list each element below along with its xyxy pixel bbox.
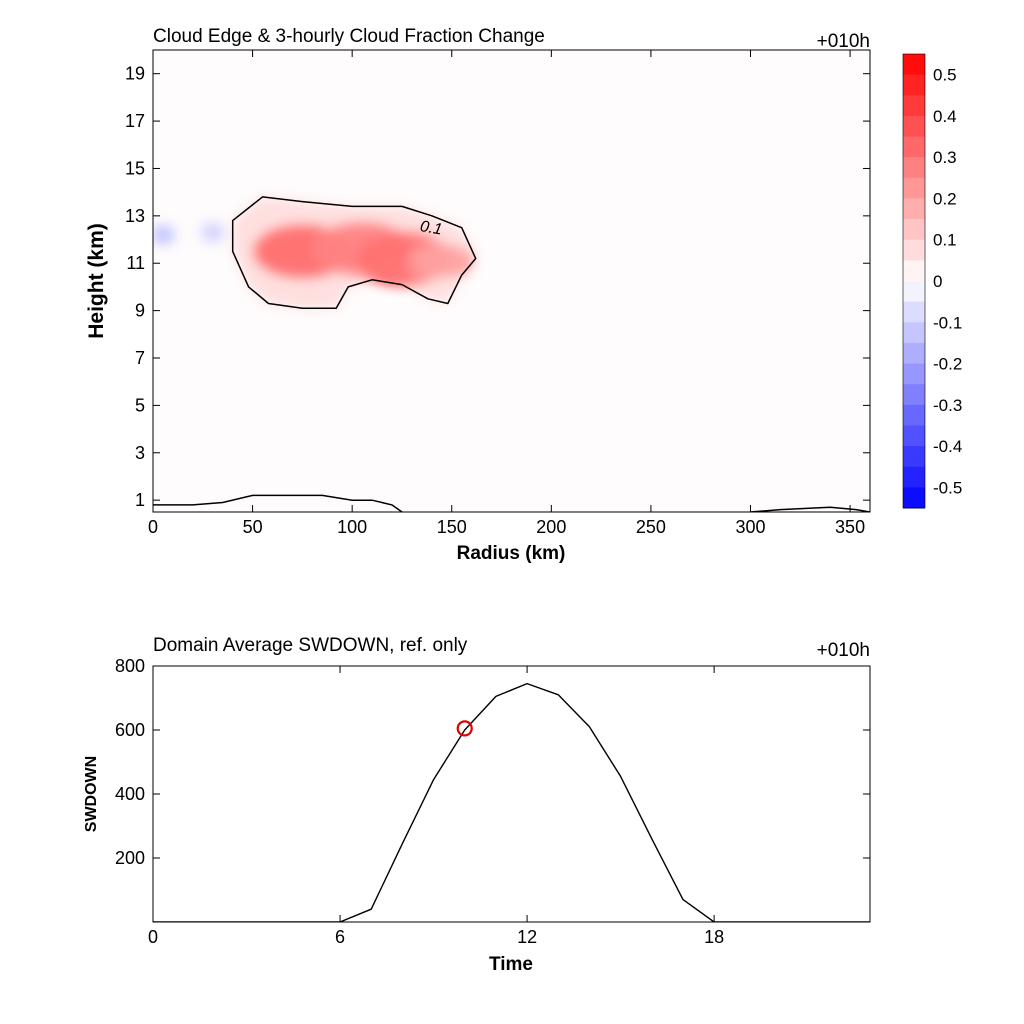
- colorbar-swatch: [903, 466, 925, 488]
- contour-label: 0.1: [419, 218, 444, 239]
- colorbar-swatch: [903, 260, 925, 282]
- colorbar-frame: [902, 53, 926, 509]
- colorbar-tick-label: 0: [933, 272, 942, 291]
- heatmap-time-label: +010h: [817, 31, 870, 52]
- heatmap-y-axis-label: Height (km): [85, 223, 108, 339]
- heatmap-y-tick-label: 5: [135, 395, 145, 415]
- current-time-marker: [456, 720, 473, 737]
- line-x-tick-label: 12: [517, 927, 537, 947]
- heatmap-y-tick-label: 15: [125, 158, 145, 178]
- line-y-tick-label: 400: [115, 784, 145, 804]
- line-y-tick-label: 600: [115, 720, 145, 740]
- colorbar-swatch: [903, 54, 925, 76]
- contour-upper-cloud: [231, 196, 477, 309]
- colorbar-tick-label: -0.5: [933, 478, 962, 497]
- heatmap-y-tick-label: 11: [126, 253, 145, 273]
- heatmap-y-tick-label: 13: [125, 206, 145, 226]
- colorbar-swatch: [903, 363, 925, 385]
- colorbar-tick-label: 0.1: [933, 231, 957, 250]
- line-y-axis-label: SWDOWN: [83, 756, 100, 832]
- colorbar-tick-label: -0.4: [933, 437, 962, 456]
- heatmap-x-tick-label: 350: [835, 517, 865, 537]
- colorbar-tick-label: 0.5: [933, 66, 957, 85]
- line-chart-time-label: +010h: [817, 640, 870, 661]
- heatmap-x-tick-label: 100: [337, 517, 367, 537]
- heatmap-x-tick-label: 200: [536, 517, 566, 537]
- heatmap-x-tick-label: 250: [636, 517, 666, 537]
- line-chart-title: Domain Average SWDOWN, ref. only: [153, 635, 468, 656]
- heatmap-x-tick-label: 0: [148, 517, 158, 537]
- colorbar-swatch: [903, 301, 925, 323]
- heatmap-title: Cloud Edge & 3-hourly Cloud Fraction Cha…: [153, 26, 545, 47]
- colorbar-swatch: [903, 322, 925, 344]
- swdown-series-line: [153, 682, 870, 922]
- line-plot-frame: [152, 665, 871, 923]
- colorbar-swatch: [903, 487, 925, 509]
- heatmap-chart: Cloud Edge & 3-hourly Cloud Fraction Cha…: [85, 26, 962, 564]
- line-chart: Domain Average SWDOWN, ref. only +010h 0…: [83, 635, 871, 975]
- colorbar-swatch: [903, 157, 925, 179]
- colorbar-tick-label: 0.3: [933, 148, 957, 167]
- line-y-tick-label: 800: [115, 656, 145, 676]
- colorbar-swatch: [903, 136, 925, 158]
- colorbar-tick-label: -0.1: [933, 313, 962, 332]
- heatmap-fill-layer: [153, 196, 476, 309]
- colorbar-swatch: [903, 177, 925, 199]
- colorbar-swatch: [903, 281, 925, 303]
- colorbar-swatch: [903, 239, 925, 261]
- colorbar-tick-label: 0.4: [933, 107, 957, 126]
- heatmap-plot-frame: [152, 49, 871, 513]
- line-y-axis: 200 400 600 800: [115, 656, 870, 868]
- heatmap-y-tick-label: 1: [135, 490, 145, 510]
- heatmap-y-tick-label: 19: [125, 64, 145, 84]
- colorbar-swatch: [903, 425, 925, 447]
- heatmap-halo: [232, 196, 476, 309]
- line-x-axis-label: Time: [489, 954, 533, 975]
- heatmap-x-tick-label: 150: [437, 517, 467, 537]
- heatmap-x-axis-label: Radius (km): [457, 543, 566, 564]
- colorbar-swatch: [903, 446, 925, 468]
- colorbar-tick-label: -0.3: [933, 396, 962, 415]
- colorbar-swatch: [903, 404, 925, 426]
- line-y-tick-label: 200: [115, 848, 145, 868]
- colorbar-swatch: [903, 198, 925, 220]
- colorbar-swatch: [903, 74, 925, 96]
- colorbar-swatch: [903, 219, 925, 241]
- heatmap-y-tick-label: 9: [135, 301, 145, 321]
- line-x-tick-label: 0: [148, 927, 158, 947]
- heatmap-x-axis: 0 50 100 150 200 250 300 350: [148, 50, 865, 537]
- line-x-axis: 0 6 12 18: [148, 666, 724, 947]
- contour-lower-cloud: [153, 494, 403, 512]
- line-series-layer: [153, 682, 870, 922]
- line-x-tick-label: 6: [335, 927, 345, 947]
- heatmap-cell-4: [153, 224, 175, 245]
- colorbar-swatch: [903, 115, 925, 138]
- heatmap-cell-5: [200, 222, 225, 243]
- line-x-tick-label: 18: [704, 927, 724, 947]
- colorbar-tick-label: 0.2: [933, 189, 957, 208]
- heatmap-y-tick-label: 7: [135, 348, 145, 368]
- colorbar-swatch: [903, 342, 925, 365]
- contour-right-cloud: [750, 506, 870, 512]
- colorbar-tick-label: -0.2: [933, 355, 962, 374]
- heatmap-x-tick-label: 50: [243, 517, 263, 537]
- heatmap-y-tick-label: 17: [125, 111, 145, 131]
- colorbar-swatch: [903, 384, 925, 406]
- colorbar-swatch: [903, 95, 925, 117]
- heatmap-x-tick-label: 300: [735, 517, 765, 537]
- heatmap-y-tick-label: 3: [135, 443, 145, 463]
- colorbar: 0.5 0.4 0.3 0.2 0.1 0 -0.1 -0.2 -0.3 -0.4 -0.5: [902, 53, 962, 509]
- cloud-edge-contours: [153, 196, 870, 512]
